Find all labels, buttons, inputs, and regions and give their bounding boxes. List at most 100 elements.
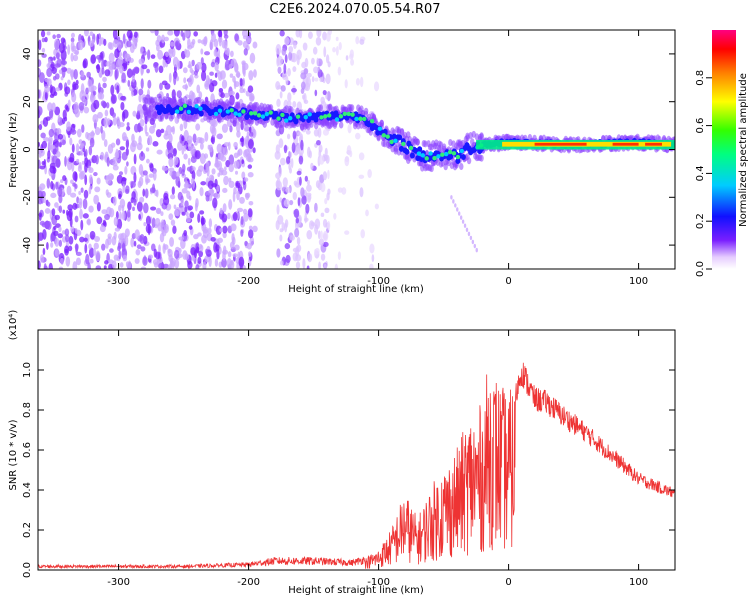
- noise-speckle: [314, 89, 318, 97]
- noise-speckle: [217, 36, 223, 43]
- noise-speckle: [217, 237, 223, 243]
- noise-speckle: [94, 186, 101, 193]
- noise-speckle: [217, 30, 223, 38]
- noise-speckle: [54, 248, 59, 257]
- noise-speckle: [107, 233, 112, 240]
- noise-speckle: [214, 258, 219, 267]
- ridge-halo: [459, 162, 464, 170]
- noise-speckle: [140, 266, 147, 269]
- noise-speckle: [221, 170, 228, 176]
- noise-speckle: [125, 261, 129, 268]
- noise-speckle: [96, 33, 100, 45]
- noise-speckle: [222, 231, 227, 239]
- noise-speckle: [337, 251, 341, 260]
- noise-speckle: [242, 77, 246, 87]
- snr-frame: [37, 329, 676, 571]
- snr-y-tick-label: 0.2: [22, 522, 33, 538]
- noise-speckle: [132, 39, 138, 50]
- noise-speckle: [73, 101, 79, 113]
- noise-speckle: [346, 145, 352, 156]
- noise-speckle: [245, 193, 250, 201]
- noise-speckle: [327, 220, 331, 231]
- noise-speckle: [187, 157, 191, 166]
- noise-speckle: [246, 242, 252, 250]
- noise-speckle: [355, 78, 360, 86]
- noise-speckle: [168, 72, 172, 83]
- noise-speckle: [145, 158, 150, 164]
- noise-speckle: [235, 182, 241, 189]
- ridge-peak: [358, 116, 363, 121]
- noise-speckle: [367, 169, 372, 179]
- noise-speckle: [174, 249, 180, 260]
- noise-speckle: [454, 203, 457, 208]
- noise-speckle: [139, 126, 144, 132]
- noise-speckle: [53, 230, 59, 236]
- noise-speckle: [67, 79, 71, 86]
- noise-speckle: [114, 68, 119, 80]
- noise-speckle: [38, 106, 43, 116]
- noise-speckle: [38, 212, 43, 218]
- noise-speckle: [279, 260, 284, 266]
- noise-speckle: [160, 211, 164, 217]
- ridge-halo: [423, 140, 428, 148]
- ridge-peak: [198, 106, 203, 111]
- noise-speckle: [298, 30, 303, 39]
- snr-x-tick-label: 0: [505, 577, 511, 588]
- noise-speckle: [50, 233, 54, 243]
- noise-speckle: [85, 87, 89, 95]
- ridge-peak: [217, 108, 223, 113]
- noise-speckle: [86, 219, 91, 225]
- noise-speckle: [116, 84, 120, 94]
- noise-speckle: [286, 100, 292, 108]
- ridge-halo: [479, 154, 484, 162]
- noise-speckle: [118, 250, 122, 260]
- noise-speckle: [180, 199, 184, 207]
- noise-speckle: [215, 225, 222, 235]
- noise-speckle: [182, 250, 188, 260]
- noise-speckle: [192, 178, 196, 189]
- noise-speckle: [71, 92, 77, 103]
- noise-speckle: [197, 39, 202, 44]
- noise-speckle: [295, 145, 301, 155]
- noise-speckle: [311, 57, 315, 65]
- noise-speckle: [147, 79, 152, 89]
- noise-speckle: [121, 72, 126, 83]
- noise-speckle: [147, 254, 153, 259]
- colorbar-tick-label: 0.6: [695, 118, 706, 134]
- noise-speckle: [98, 56, 101, 64]
- noise-speckle: [236, 190, 240, 201]
- noise-speckle: [222, 245, 227, 255]
- noise-speckle: [220, 146, 225, 158]
- noise-speckle: [283, 144, 288, 154]
- noise-speckle: [79, 208, 83, 220]
- noise-speckle: [358, 152, 365, 161]
- noise-speckle: [232, 253, 238, 258]
- noise-speckle: [152, 170, 157, 181]
- ridge-peak: [237, 112, 242, 118]
- noise-speckle: [182, 84, 189, 90]
- noise-speckle: [325, 54, 330, 64]
- noise-speckle: [126, 161, 129, 167]
- ridge-peak: [350, 112, 355, 117]
- noise-speckle: [157, 49, 164, 60]
- noise-speckle: [248, 201, 254, 206]
- noise-speckle: [103, 38, 107, 46]
- noise-speckle: [136, 142, 143, 151]
- noise-speckle: [334, 263, 339, 269]
- noise-speckle: [54, 106, 61, 116]
- noise-speckle: [51, 66, 57, 75]
- noise-speckle: [64, 155, 67, 167]
- noise-speckle: [320, 182, 326, 193]
- noise-speckle: [222, 187, 228, 194]
- noise-speckle: [150, 30, 155, 34]
- noise-speckle: [355, 132, 361, 140]
- noise-speckle: [138, 88, 144, 96]
- noise-speckle: [247, 208, 253, 218]
- noise-speckle: [180, 30, 184, 37]
- noise-speckle: [114, 151, 120, 159]
- noise-speckle: [287, 92, 292, 102]
- noise-speckle: [307, 253, 313, 263]
- noise-speckle: [170, 219, 176, 226]
- noise-speckle: [67, 204, 74, 211]
- noise-speckle: [40, 30, 46, 38]
